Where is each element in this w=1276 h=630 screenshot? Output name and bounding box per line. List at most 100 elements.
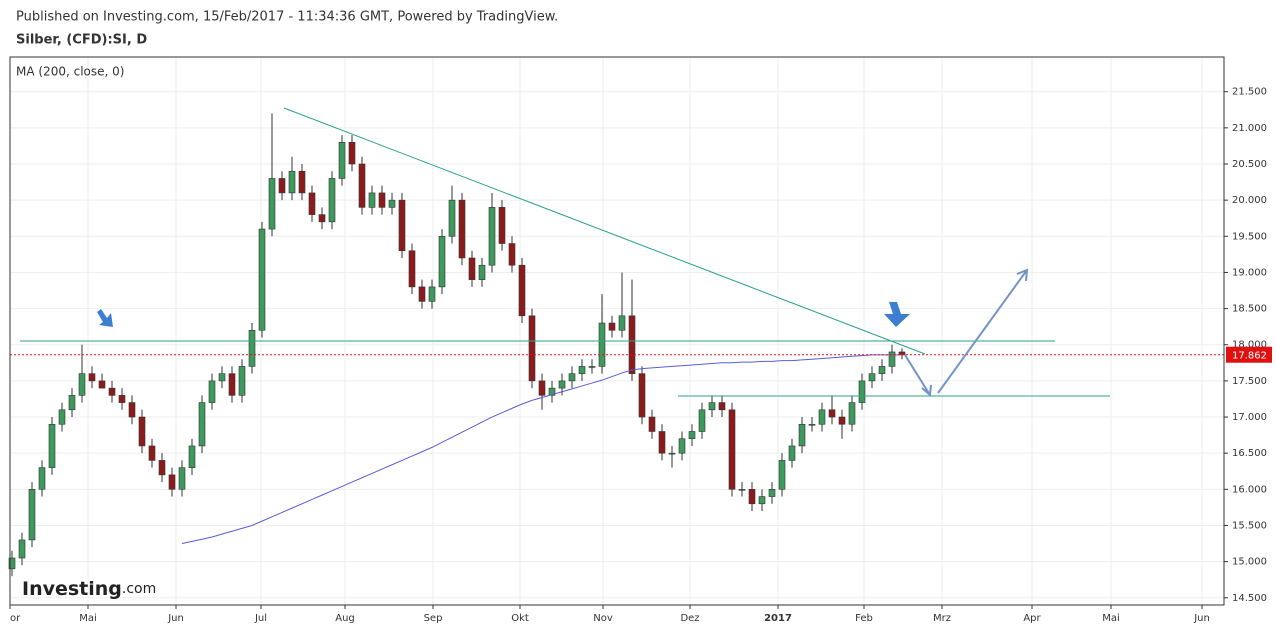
candle-body	[8, 557, 16, 570]
y-tick-label: 20.000	[1232, 195, 1267, 206]
candle-body	[88, 373, 96, 382]
candle-body	[128, 402, 136, 418]
candle-body	[408, 250, 416, 288]
x-tick-label: Apr	[1023, 613, 1041, 624]
x-tick-label: Nov	[593, 613, 613, 624]
y-tick-label: 21.500	[1232, 87, 1267, 98]
candle-body	[468, 257, 476, 280]
x-tick-label: Jun	[167, 613, 184, 624]
x-tick-label: Mai	[1102, 613, 1120, 624]
candle-body	[628, 315, 636, 374]
published-line: Published on Investing.com, 15/Feb/2017 …	[16, 10, 558, 25]
y-tick-label: 15.000	[1232, 557, 1267, 568]
y-tick-label: 18.000	[1232, 340, 1267, 351]
x-tick-label: Sep	[424, 613, 443, 624]
candle-body	[308, 192, 316, 215]
candle-body	[268, 178, 276, 230]
candle-body	[278, 178, 286, 194]
y-tick-label: 19.000	[1232, 267, 1267, 278]
x-tick-label: Mrz	[933, 613, 951, 624]
candle-body	[818, 409, 826, 425]
candle-body	[758, 496, 766, 505]
candle-body	[198, 402, 206, 447]
last-price-box	[1226, 346, 1272, 363]
logo: Investing.com	[22, 578, 156, 600]
candle-body	[358, 163, 366, 208]
candle-body	[658, 431, 666, 454]
candle-body	[428, 286, 436, 302]
candle-body	[688, 431, 696, 440]
x-tick-label: Aug	[335, 613, 355, 624]
y-tick-label: 19.500	[1232, 231, 1267, 242]
y-tick-label: 17.500	[1232, 376, 1267, 387]
candle-body	[38, 467, 46, 490]
candle-body	[458, 199, 466, 259]
candle-body	[328, 178, 336, 223]
last-price-label: 17.862	[1232, 351, 1267, 362]
grid	[9, 57, 1224, 605]
candle-body	[438, 235, 446, 288]
candle-body	[558, 380, 566, 389]
arrow-up	[937, 268, 1029, 394]
candle-body	[518, 264, 526, 317]
candle-body	[858, 380, 866, 403]
candle-body	[638, 373, 646, 418]
candle-body	[118, 395, 126, 403]
candle-body	[418, 286, 426, 302]
candle-body	[478, 264, 486, 280]
candle-body	[388, 199, 396, 208]
candle-body	[568, 373, 576, 382]
annotations	[20, 107, 1110, 398]
y-tick-label: 16.500	[1232, 448, 1267, 459]
ma-line	[181, 354, 902, 545]
candle-body	[728, 409, 736, 490]
arrow-down	[904, 354, 932, 398]
plot	[8, 113, 1224, 577]
y-tick-label: 21.000	[1232, 123, 1267, 134]
candle-body	[28, 489, 36, 541]
candle-body	[778, 460, 786, 490]
candle-body	[138, 416, 146, 447]
marker-arrow	[884, 302, 910, 327]
y-tick-label: 15.500	[1232, 520, 1267, 531]
candle-body	[348, 142, 356, 165]
candle-body	[828, 409, 836, 418]
x-tick-label: Jun	[1193, 613, 1210, 624]
y-tick-label: 16.000	[1232, 484, 1267, 495]
logo-text: Investing	[22, 578, 122, 600]
x-tick-label: 2017	[764, 613, 792, 624]
candle-body	[538, 380, 546, 396]
x-tick-label: or	[10, 613, 21, 624]
y-tick-label: 18.500	[1232, 304, 1267, 315]
candle-body	[498, 207, 506, 244]
candle-body	[698, 409, 706, 432]
candle-body	[188, 445, 196, 468]
candle-body	[608, 322, 616, 331]
candle-body	[258, 228, 266, 331]
candle-body	[598, 322, 606, 367]
candle-body	[108, 387, 116, 396]
candle-body	[548, 387, 556, 396]
candle-body	[338, 142, 346, 179]
candle-body	[868, 373, 876, 382]
candle-body	[98, 380, 106, 389]
candle-body	[378, 192, 386, 208]
candle-body	[238, 366, 246, 396]
x-tick-label: Feb	[855, 613, 873, 624]
x-tick-label: Dez	[680, 613, 699, 624]
candle-body	[488, 207, 496, 266]
candle-body	[208, 380, 216, 403]
y-tick-label: 17.000	[1232, 412, 1267, 423]
candle-body	[738, 489, 746, 491]
candle-body	[158, 460, 166, 476]
candle-body	[878, 366, 886, 374]
candle-body	[528, 315, 536, 382]
candle-body	[718, 402, 726, 411]
legend-entry: MA (200, close, 0)	[16, 65, 124, 79]
x-tick-label: Jul	[254, 613, 267, 624]
candle-body	[748, 489, 756, 505]
logo-suffix: .com	[122, 581, 156, 597]
candle-body	[648, 416, 656, 432]
candle-body	[68, 395, 76, 411]
